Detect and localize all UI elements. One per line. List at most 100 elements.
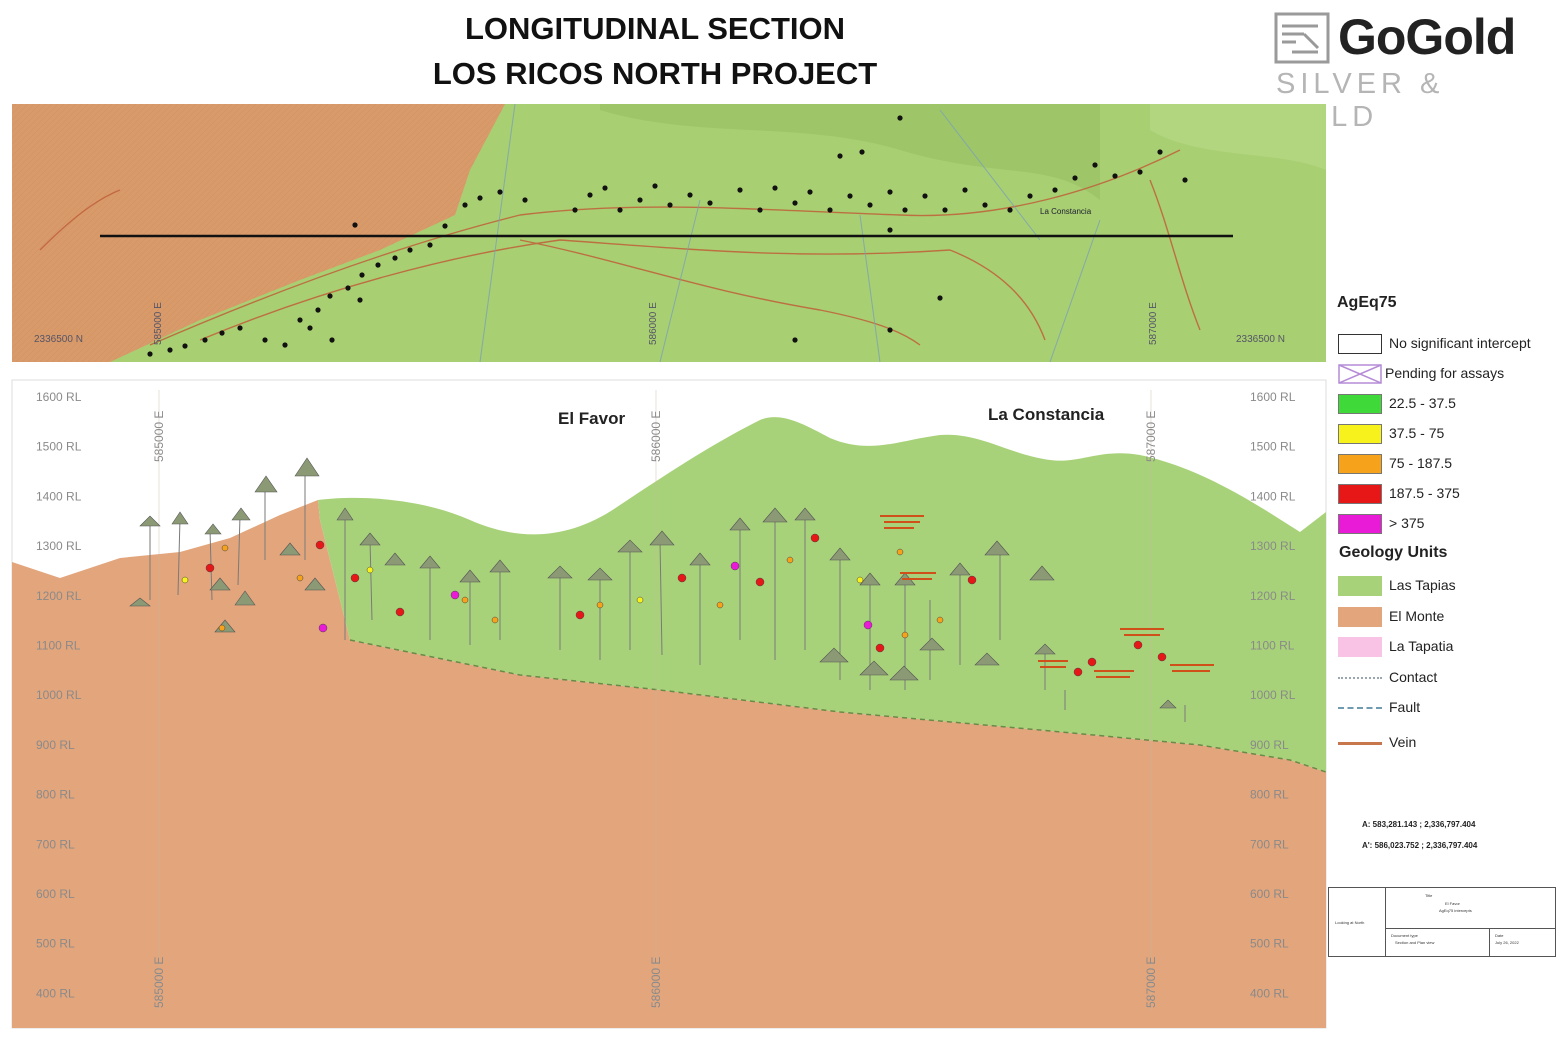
- rl-label: 600 RL: [1250, 887, 1289, 901]
- rl-label: 1000 RL: [36, 688, 82, 702]
- title-line-1: LONGITUDINAL SECTION: [464, 11, 846, 46]
- title-box-date-label: Date: [1495, 933, 1504, 938]
- legend-item-el-monte: El Monte: [1333, 605, 1558, 631]
- rl-label: 500 RL: [1250, 937, 1289, 951]
- legend-swatch: [1338, 424, 1382, 444]
- legend-label: La Tapatia: [1389, 638, 1454, 654]
- rl-label: 1600 RL: [1250, 390, 1296, 404]
- rl-label: 800 RL: [36, 788, 75, 802]
- title-box-date-cell: Date July 26, 2022: [1489, 928, 1555, 956]
- legend-item-pending: Pending for assays: [1333, 362, 1558, 388]
- rl-label: 600 RL: [36, 887, 75, 901]
- legend-line-swatch: [1338, 677, 1382, 679]
- rl-label: 1100 RL: [36, 639, 81, 653]
- rl-label: 900 RL: [1250, 738, 1289, 752]
- legend-item-gt-375: > 375: [1333, 512, 1558, 538]
- title-box-doctype-value: Section and Plan view: [1395, 940, 1435, 945]
- logo-wordmark: GoGold: [1338, 9, 1516, 65]
- section-easting-587000-top: 587000 E: [1144, 411, 1158, 462]
- rl-label: 1200 RL: [36, 589, 82, 603]
- legend-label: Las Tapias: [1389, 577, 1456, 593]
- legend-swatch: [1338, 394, 1382, 414]
- legend-label: El Monte: [1389, 608, 1445, 624]
- rl-label: 700 RL: [36, 837, 75, 851]
- drillhole-collars: [129, 457, 1177, 709]
- figure-title: LONGITUDINAL SECTION LOS RICOS NORTH PRO…: [400, 6, 910, 96]
- legend-swatch: [1338, 484, 1382, 504]
- section-easting-586000-top: 586000 E: [649, 411, 663, 462]
- title-box-title-line-2: AgEq75 intercepts: [1439, 908, 1472, 913]
- area-label-la-constancia: La Constancia: [988, 405, 1105, 424]
- legend-swatch: [1338, 607, 1382, 627]
- rl-label: 1000 RL: [1250, 688, 1296, 702]
- title-box-title-label: Title: [1425, 893, 1433, 898]
- rl-label: 1500 RL: [36, 440, 82, 454]
- legend-item-vein: Vein: [1333, 731, 1558, 757]
- cross-box-icon: [1338, 364, 1382, 384]
- title-box: Looking at North Title El Favor AgEq75 i…: [1328, 887, 1556, 957]
- section-las-tapias-unit: [318, 417, 1326, 772]
- rl-label: 1400 RL: [36, 489, 82, 503]
- legend-line-swatch: [1338, 742, 1382, 745]
- section-easting-585000-bottom: 585000 E: [152, 957, 166, 1008]
- legend-item-no-significant: No significant intercept: [1333, 332, 1558, 358]
- legend-swatch: [1338, 334, 1382, 354]
- area-label-el-favor: El Favor: [558, 409, 625, 428]
- title-box-side: Looking at North: [1329, 888, 1386, 956]
- rl-label: 1500 RL: [1250, 440, 1296, 454]
- rl-label: 1300 RL: [1250, 539, 1296, 553]
- section-el-monte-unit: [12, 500, 1326, 1028]
- legend-label: No significant intercept: [1389, 335, 1531, 351]
- legend-swatch: [1338, 637, 1382, 657]
- assay-intercepts: [181, 533, 1167, 677]
- section-easting-587000-bottom: 587000 E: [1144, 957, 1158, 1008]
- coordinate-a-prime: A': 586,023.752 ; 2,336,797.404: [1362, 841, 1478, 850]
- title-box-title-line-1: El Favor: [1445, 901, 1460, 906]
- section-coordinates: A: 583,281.143 ; 2,336,797.404 A': 586,0…: [1362, 814, 1477, 856]
- title-box-date-value: July 26, 2022: [1495, 940, 1519, 945]
- legend-label: Fault: [1389, 699, 1421, 715]
- legend-label: > 375: [1389, 515, 1425, 531]
- rl-label: 400 RL: [36, 986, 75, 1000]
- legend-item-22-5-37-5: 22.5 - 37.5: [1333, 392, 1558, 418]
- rl-label: 500 RL: [36, 937, 75, 951]
- plan-northing-right: 2336500 N: [1236, 334, 1285, 345]
- legend-label: 187.5 - 375: [1389, 485, 1460, 501]
- plan-easting-586000: 586000 E: [648, 302, 659, 345]
- plan-northing-left: 2336500 N: [34, 334, 83, 345]
- rl-label: 1600 RL: [36, 390, 82, 404]
- coordinate-a: A: 583,281.143 ; 2,336,797.404: [1362, 820, 1476, 829]
- title-line-2: LOS RICOS NORTH PROJECT: [432, 56, 878, 91]
- legend-title-ageq75: AgEq75: [1337, 294, 1397, 311]
- plan-place-la-constancia: La Constancia: [1040, 207, 1092, 216]
- legend-item-75-187-5: 75 - 187.5: [1333, 452, 1558, 478]
- rl-label: 1200 RL: [1250, 589, 1296, 603]
- plan-view-map: 2336500 N 2336500 N 585000 E 586000 E 58…: [12, 103, 1326, 363]
- rl-label: 900 RL: [36, 738, 75, 752]
- intercept-annotations: [880, 515, 1214, 678]
- legend-item-187-5-375: 187.5 - 375: [1333, 482, 1558, 508]
- legend-label: 75 - 187.5: [1389, 455, 1453, 471]
- rl-label: 400 RL: [1250, 986, 1289, 1000]
- legend-swatch: [1338, 514, 1382, 534]
- plan-easting-585000: 585000 E: [153, 302, 164, 345]
- section-easting-586000-bottom: 586000 E: [649, 957, 663, 1008]
- legend-label: Pending for assays: [1385, 365, 1505, 381]
- rl-label: 1400 RL: [1250, 489, 1296, 503]
- legend-swatch: [1338, 454, 1382, 474]
- title-box-title-cell: Title El Favor AgEq75 intercepts: [1385, 888, 1555, 929]
- section-easting-585000-top: 585000 E: [152, 411, 166, 462]
- legend-line-swatch: [1338, 707, 1382, 709]
- legend-label: Vein: [1389, 734, 1417, 750]
- title-box-doctype-label: Document type: [1391, 933, 1418, 938]
- section-contact-line: [349, 639, 1327, 773]
- legend-label: Contact: [1389, 669, 1438, 685]
- legend-item-la-tapatia: La Tapatia: [1333, 635, 1558, 661]
- legend-label: 37.5 - 75: [1389, 425, 1445, 441]
- longitudinal-section: 1600 RL 1500 RL 1400 RL 1300 RL 1200 RL 1100 …: [11, 379, 1327, 1029]
- legend-swatch: [1338, 576, 1382, 596]
- legend-title-geology: Geology Units: [1339, 544, 1448, 561]
- plan-easting-587000: 587000 E: [1148, 302, 1159, 345]
- legend-item-fault: Fault: [1333, 696, 1558, 722]
